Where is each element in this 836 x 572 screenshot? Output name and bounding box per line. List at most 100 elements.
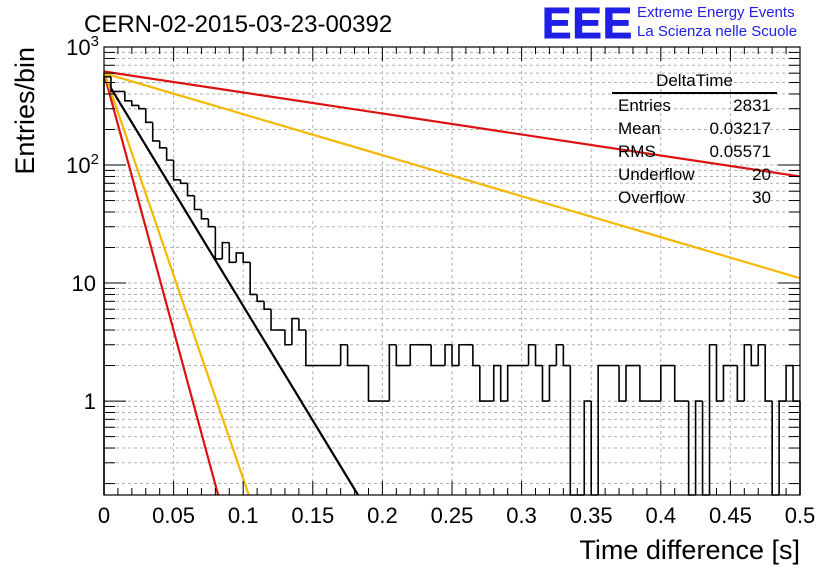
histogram-bin [534,344,543,367]
stats-box: DeltaTime Entries 2831 Mean 0.03217 RMS … [612,70,777,209]
histogram-bin [256,294,265,303]
histogram-bin [694,400,703,495]
histogram-bin [131,100,139,107]
histogram-bin [597,364,606,495]
histogram-bin [110,76,118,93]
histogram-bin [639,365,647,402]
stats-label: Entries [618,96,671,115]
chart-title: CERN-02-2015-03-23-00392 [84,11,392,38]
histogram-bin [792,365,800,402]
histogram-bin [151,122,160,142]
histogram-bin [395,344,404,367]
x-axis-label: Time difference [s] [579,535,800,565]
x-tick-label: 0.1 [228,503,259,528]
y-tick-label: 10 [72,271,96,296]
histogram-bin [458,343,466,366]
histogram-bin [722,364,731,402]
stats-row: Entries 2831 [612,94,777,117]
histogram-bin [444,343,452,366]
x-tick-label: 0.35 [570,503,613,528]
eee-logo: EEE [541,0,634,48]
fit-line [103,72,801,280]
stats-title: DeltaTime [612,70,777,94]
fit-line [102,71,250,496]
histogram-bin [583,400,592,495]
histogram-bin [263,301,272,311]
stats-label: Mean [618,119,661,138]
histogram-bin [298,318,306,331]
histogram-bin [715,344,724,402]
histogram-bin [750,344,759,367]
stats-value: 20 [752,165,771,184]
histogram-bin [172,160,181,181]
fit-line [102,72,220,496]
stats-value: 30 [752,188,771,207]
histogram-bin [673,365,682,402]
histogram-bin [179,179,188,185]
histogram-bin [409,343,418,366]
stats-label: RMS [618,142,656,161]
histogram-bin [339,343,348,366]
histogram-bin [207,218,216,228]
histogram-bin [200,209,209,220]
histogram-bin [270,309,278,331]
axis-ticks [103,46,801,495]
x-tick-label: 0.3 [506,503,537,528]
histogram-bin [228,242,237,264]
histogram-bin [785,364,794,402]
histogram-bin [242,252,251,264]
x-tick-label: 0.15 [291,503,334,528]
histogram-bin [235,252,244,263]
histogram-bin [562,344,571,367]
stats-value: 0.03217 [709,119,771,138]
histogram-bin [103,75,111,495]
histogram-bin [625,364,633,402]
histogram-bin [451,344,459,367]
histogram-bin [757,343,766,366]
y-tick-label: 102 [66,151,99,178]
x-tick-label: 0.05 [152,503,195,528]
logo-line-1: Extreme Energy Events [637,4,795,21]
histogram-bin [124,91,132,102]
histogram-bin [284,330,292,346]
x-tick-label: 0.5 [785,503,816,528]
stats-label: Underflow [618,165,695,184]
x-tick-label: 0 [98,503,110,528]
stats-value: 0.05571 [709,142,771,161]
stats-row: Mean 0.03217 [612,117,777,140]
histogram-bin [548,364,557,402]
histogram-bin [430,344,439,367]
histogram-bin [541,365,550,402]
histogram-bin [527,343,536,366]
histogram-bin [492,364,501,402]
histogram-bin [660,364,668,402]
logo-line-2: La Scienza nelle Scuole [637,23,798,40]
histogram-bin [214,226,223,260]
stats-label: Overflow [618,188,686,207]
histogram-bin [367,365,376,402]
histogram-bin [618,365,626,402]
histogram-bin [764,344,773,402]
fit-line [103,70,801,178]
grid-layer [104,47,800,495]
histogram-bin [708,343,717,495]
histogram-bin [138,105,146,110]
histogram-bin [555,343,564,366]
stats-row: Underflow 20 [612,163,777,186]
histogram-bin [388,343,397,402]
y-axis-label: Entries/bin [10,47,40,175]
histogram-bin [569,365,578,496]
stats-row: RMS 0.05571 [612,140,777,163]
y-tick-label: 1 [84,389,96,414]
x-tick-label: 0.45 [709,503,752,528]
x-tick-label: 0.25 [431,503,474,528]
histogram-bin [186,183,195,197]
histogram-bin [479,365,487,402]
histogram-bin [506,364,515,402]
x-tick-label: 0.2 [367,503,398,528]
histogram-bin [736,365,745,402]
histogram-bin [499,365,508,402]
histogram-bin [249,262,258,296]
stats-value: 2831 [733,96,771,115]
